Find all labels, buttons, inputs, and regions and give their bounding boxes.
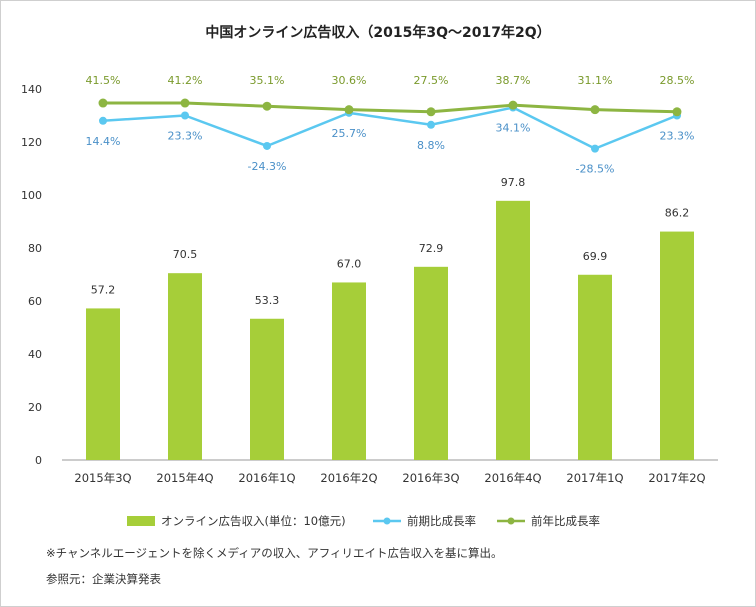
legend-label: 前期比成長率 [407,514,476,528]
x-tick-label: 2015年3Q [74,471,131,485]
bar [86,308,120,460]
series-point [98,98,108,108]
series-point [263,141,271,150]
series-point-label: 28.5% [660,74,695,87]
y-tick-label: 120 [21,136,42,149]
series-point-label: -28.5% [576,163,615,176]
series-point-label: -24.3% [248,160,287,173]
series-point [590,105,600,115]
bar-value-label: 97.8 [501,176,526,189]
bar-value-label: 57.2 [91,283,116,296]
series-point-label: 30.6% [332,74,367,87]
chart-title: 中国オンライン広告収入（2015年3Q～2017年2Q） [205,24,550,41]
y-tick-label: 20 [28,401,42,414]
legend-swatch-bar [127,516,155,526]
series-point [426,107,436,117]
bar [660,231,694,460]
series-point-label: 27.5% [414,74,449,87]
series-point-label: 23.3% [660,130,695,143]
series-point [591,144,599,153]
series-point [180,98,190,108]
x-tick-label: 2016年1Q [238,471,295,485]
x-tick-label: 2016年2Q [320,471,377,485]
bar-value-label: 67.0 [337,257,362,270]
series-point-label: 41.2% [168,74,203,87]
bar [250,318,284,460]
series-point-label: 25.7% [332,127,367,140]
bar-value-label: 72.9 [419,242,444,255]
x-tick-label: 2015年4Q [156,471,213,485]
bar-value-label: 53.3 [255,294,280,307]
legend-label: 前年比成長率 [531,514,600,528]
series-point-label: 34.1% [496,122,531,135]
bar [496,200,530,460]
series-point [672,107,682,117]
y-tick-label: 60 [28,295,42,308]
legend-swatch-point [507,517,515,525]
series-point [99,116,107,125]
series-point-label: 8.8% [417,139,445,152]
legend-swatch-point [383,517,391,525]
series-line [102,106,678,150]
series-point-label: 38.7% [496,74,531,87]
series-point-label: 41.5% [86,74,121,87]
bar-value-label: 86.2 [665,207,690,220]
bar [168,273,202,460]
series-point-label: 31.1% [578,74,613,87]
legend-label: オンライン広告収入(単位：10億元) [161,514,346,528]
x-tick-label: 2016年4Q [484,471,541,485]
y-tick-label: 140 [21,83,42,96]
y-tick-label: 40 [28,348,42,361]
series-point [344,105,354,115]
series-line [103,101,678,114]
series-point-label: 23.3% [168,130,203,143]
series-point [427,120,435,129]
bar-value-label: 70.5 [173,248,198,261]
y-tick-label: 0 [35,454,42,467]
source-note: 参照元：企業決算発表 [46,572,161,586]
x-tick-label: 2016年3Q [402,471,459,485]
y-tick-label: 100 [21,189,42,202]
series-point-label: 14.4% [86,135,121,148]
x-tick-label: 2017年2Q [648,471,705,485]
series-point [262,101,272,111]
bar [578,274,612,460]
series-point [181,111,189,120]
x-tick-label: 2017年1Q [566,471,623,485]
footnote: ※チャンネルエージェントを除くメディアの収入、アフィリエイト広告収入を基に算出。 [46,546,503,560]
bar-value-label: 69.9 [583,250,608,263]
series-point-label: 35.1% [250,74,285,87]
series-point [508,100,518,110]
bar [414,266,448,460]
y-tick-label: 80 [28,242,42,255]
bar [332,282,366,460]
